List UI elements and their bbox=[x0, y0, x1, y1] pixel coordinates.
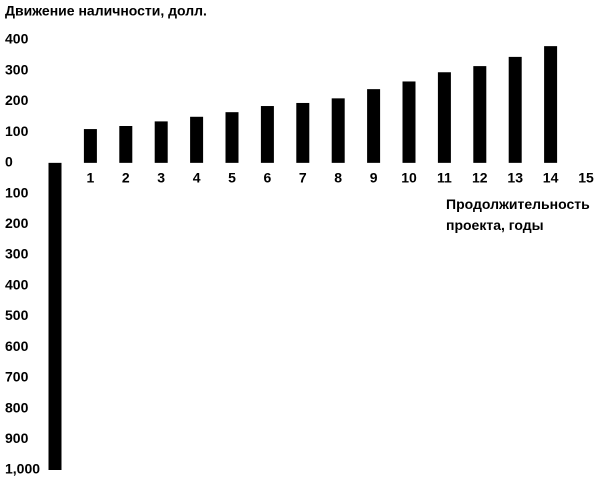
y-tick-label: 100 bbox=[5, 123, 29, 139]
x-tick-label: 14 bbox=[543, 170, 559, 186]
x-tick-label: 10 bbox=[401, 170, 417, 186]
bar bbox=[48, 162, 62, 470]
bar bbox=[508, 56, 522, 163]
y-tick-label: 800 bbox=[5, 399, 29, 415]
bar bbox=[437, 72, 451, 163]
y-tick-label: 500 bbox=[5, 307, 29, 323]
bar bbox=[119, 126, 133, 163]
bar bbox=[260, 106, 274, 163]
x-tick-label: 2 bbox=[122, 170, 130, 186]
x-tick-label: 15 bbox=[578, 170, 594, 186]
x-tick-label: 8 bbox=[334, 170, 342, 186]
y-tick-label: 300 bbox=[5, 61, 29, 77]
x-tick-label: 9 bbox=[370, 170, 378, 186]
y-tick-label: 400 bbox=[5, 276, 29, 292]
bar bbox=[402, 81, 416, 163]
x-tick-label: 11 bbox=[437, 170, 452, 186]
y-tick-label: 200 bbox=[5, 92, 29, 108]
bar bbox=[331, 98, 345, 163]
chart-title: Движение наличности, долл. bbox=[5, 3, 207, 19]
bar bbox=[154, 121, 168, 163]
x-axis-label: Продолжительность проекта, годы bbox=[446, 196, 590, 233]
x-tick-label: 7 bbox=[299, 170, 307, 186]
bar bbox=[296, 102, 310, 163]
bar bbox=[190, 116, 204, 163]
x-tick-label: 12 bbox=[472, 170, 488, 186]
y-tick-label: 1,000 bbox=[5, 461, 40, 477]
y-tick-label: 300 bbox=[5, 246, 29, 262]
y-tick-label: 400 bbox=[5, 31, 29, 47]
y-tick-label: 700 bbox=[5, 369, 29, 385]
bar bbox=[367, 89, 381, 163]
bar bbox=[225, 112, 239, 163]
y-tick-label: 600 bbox=[5, 338, 29, 354]
y-tick-label: 900 bbox=[5, 430, 29, 446]
x-tick-label: 13 bbox=[507, 170, 523, 186]
bar bbox=[544, 46, 558, 163]
x-tick-label: 1 bbox=[87, 170, 95, 186]
bar bbox=[473, 66, 487, 163]
y-tick-label: 0 bbox=[5, 154, 13, 170]
x-tick-label: 3 bbox=[157, 170, 165, 186]
x-tick-label: 6 bbox=[264, 170, 272, 186]
x-tick-label: 4 bbox=[193, 170, 201, 186]
y-tick-label: 100 bbox=[5, 184, 29, 200]
y-tick-label: 200 bbox=[5, 215, 29, 231]
bar bbox=[83, 129, 97, 163]
x-tick-label: 5 bbox=[228, 170, 236, 186]
